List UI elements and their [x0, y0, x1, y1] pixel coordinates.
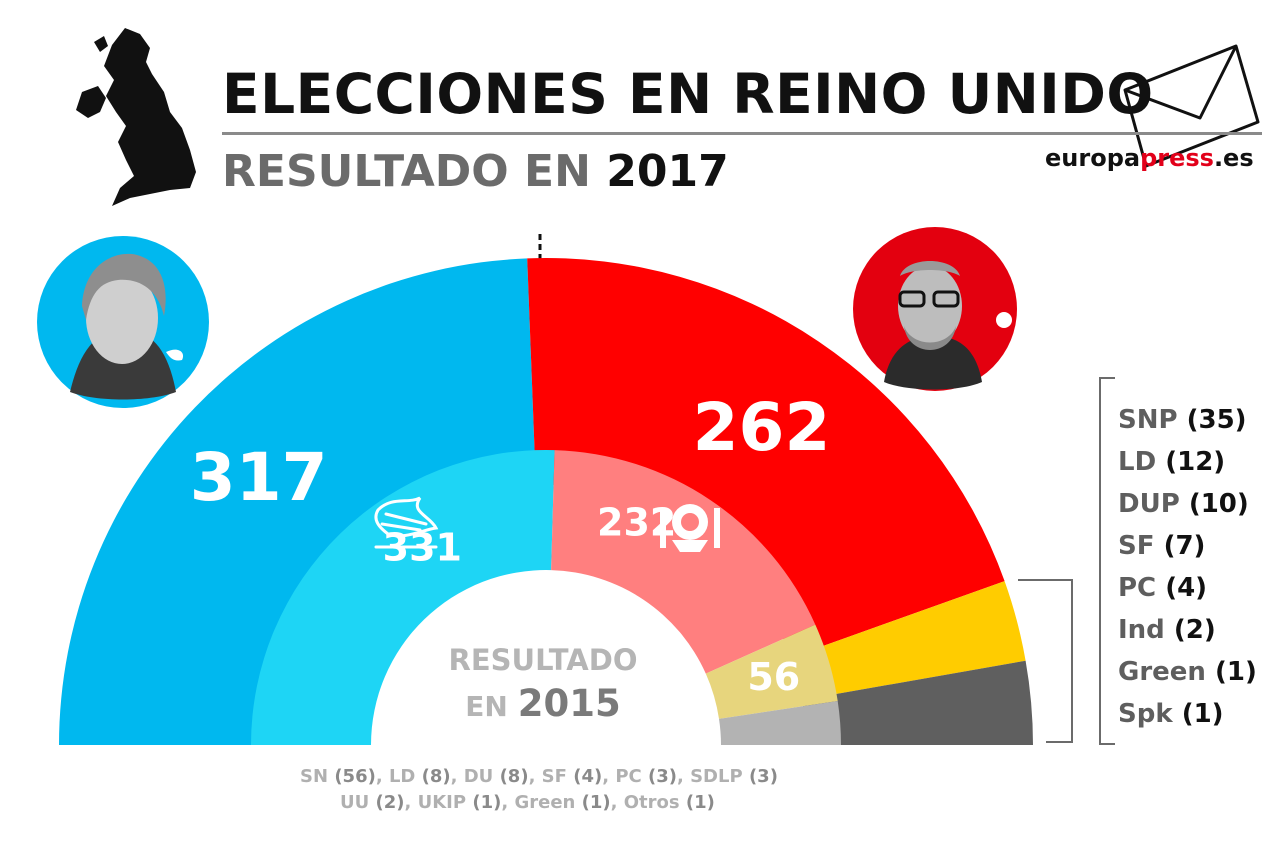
center-label-line2: EN 2015 — [465, 682, 621, 725]
seat-segment — [251, 449, 555, 745]
seat-segment — [59, 258, 536, 745]
seat-segment — [719, 701, 842, 745]
others-2017-item: LD (12) — [1118, 447, 1226, 477]
page-title: ELECCIONES EN REINO UNIDO — [222, 62, 1154, 126]
conservative-leader-portrait — [37, 236, 209, 408]
uk-map-icon — [76, 28, 196, 206]
seat-segment — [705, 624, 838, 719]
center-label-line1: RESULTADO — [449, 643, 638, 677]
others-2017-item: Ind (2) — [1118, 615, 1216, 645]
others-2015-line1: SN (56), LD (8), DU (8), SF (4), PC (3),… — [300, 766, 778, 787]
seat-segment — [551, 450, 816, 674]
seat-segment — [527, 258, 1005, 658]
brand-logo: europapress.es — [1045, 144, 1254, 172]
page-subtitle: RESULTADO EN 2017 — [222, 146, 729, 197]
seat-segment — [802, 660, 1033, 745]
others-2017-item: SF (7) — [1118, 531, 1206, 561]
brand-right: .es — [1213, 144, 1254, 172]
others-2017-list: SNP (35) LD (12) DUP (10) SF (7) PC (4) … — [1118, 404, 1257, 740]
others-connector — [1018, 579, 1073, 743]
labour-rose-icon — [660, 504, 720, 552]
brand-left: europa — [1045, 144, 1141, 172]
center-label-prefix: EN — [465, 690, 508, 723]
others-2017-item: Spk (1) — [1118, 699, 1224, 729]
seat-value-label: 56 — [747, 655, 800, 699]
others-2017-item: SNP (35) — [1118, 405, 1247, 435]
subtitle-prefix: RESULTADO EN — [222, 146, 591, 197]
brand-accent: press — [1140, 144, 1214, 172]
seat-arc-2017 — [59, 258, 1033, 745]
others-2015-line2: UU (2), UKIP (1), Green (1), Otros (1) — [340, 792, 715, 813]
center-label-year: 2015 — [518, 682, 621, 725]
others-bracket — [1099, 377, 1115, 745]
others-2017-item: Green (1) — [1118, 657, 1257, 687]
seat-segment — [790, 581, 1026, 700]
ballot-envelope-icon — [1123, 44, 1260, 168]
subtitle-year: 2017 — [606, 146, 729, 197]
labour-leader-portrait — [853, 227, 1017, 391]
others-2017-item: DUP (10) — [1118, 489, 1249, 519]
others-2017-item: PC (4) — [1118, 573, 1208, 603]
seat-arc-2015 — [251, 449, 842, 745]
seat-value-label: 317 — [190, 439, 328, 516]
title-divider — [222, 132, 1262, 135]
seat-value-label: 262 — [693, 389, 831, 466]
conservative-tree-icon — [374, 496, 439, 549]
